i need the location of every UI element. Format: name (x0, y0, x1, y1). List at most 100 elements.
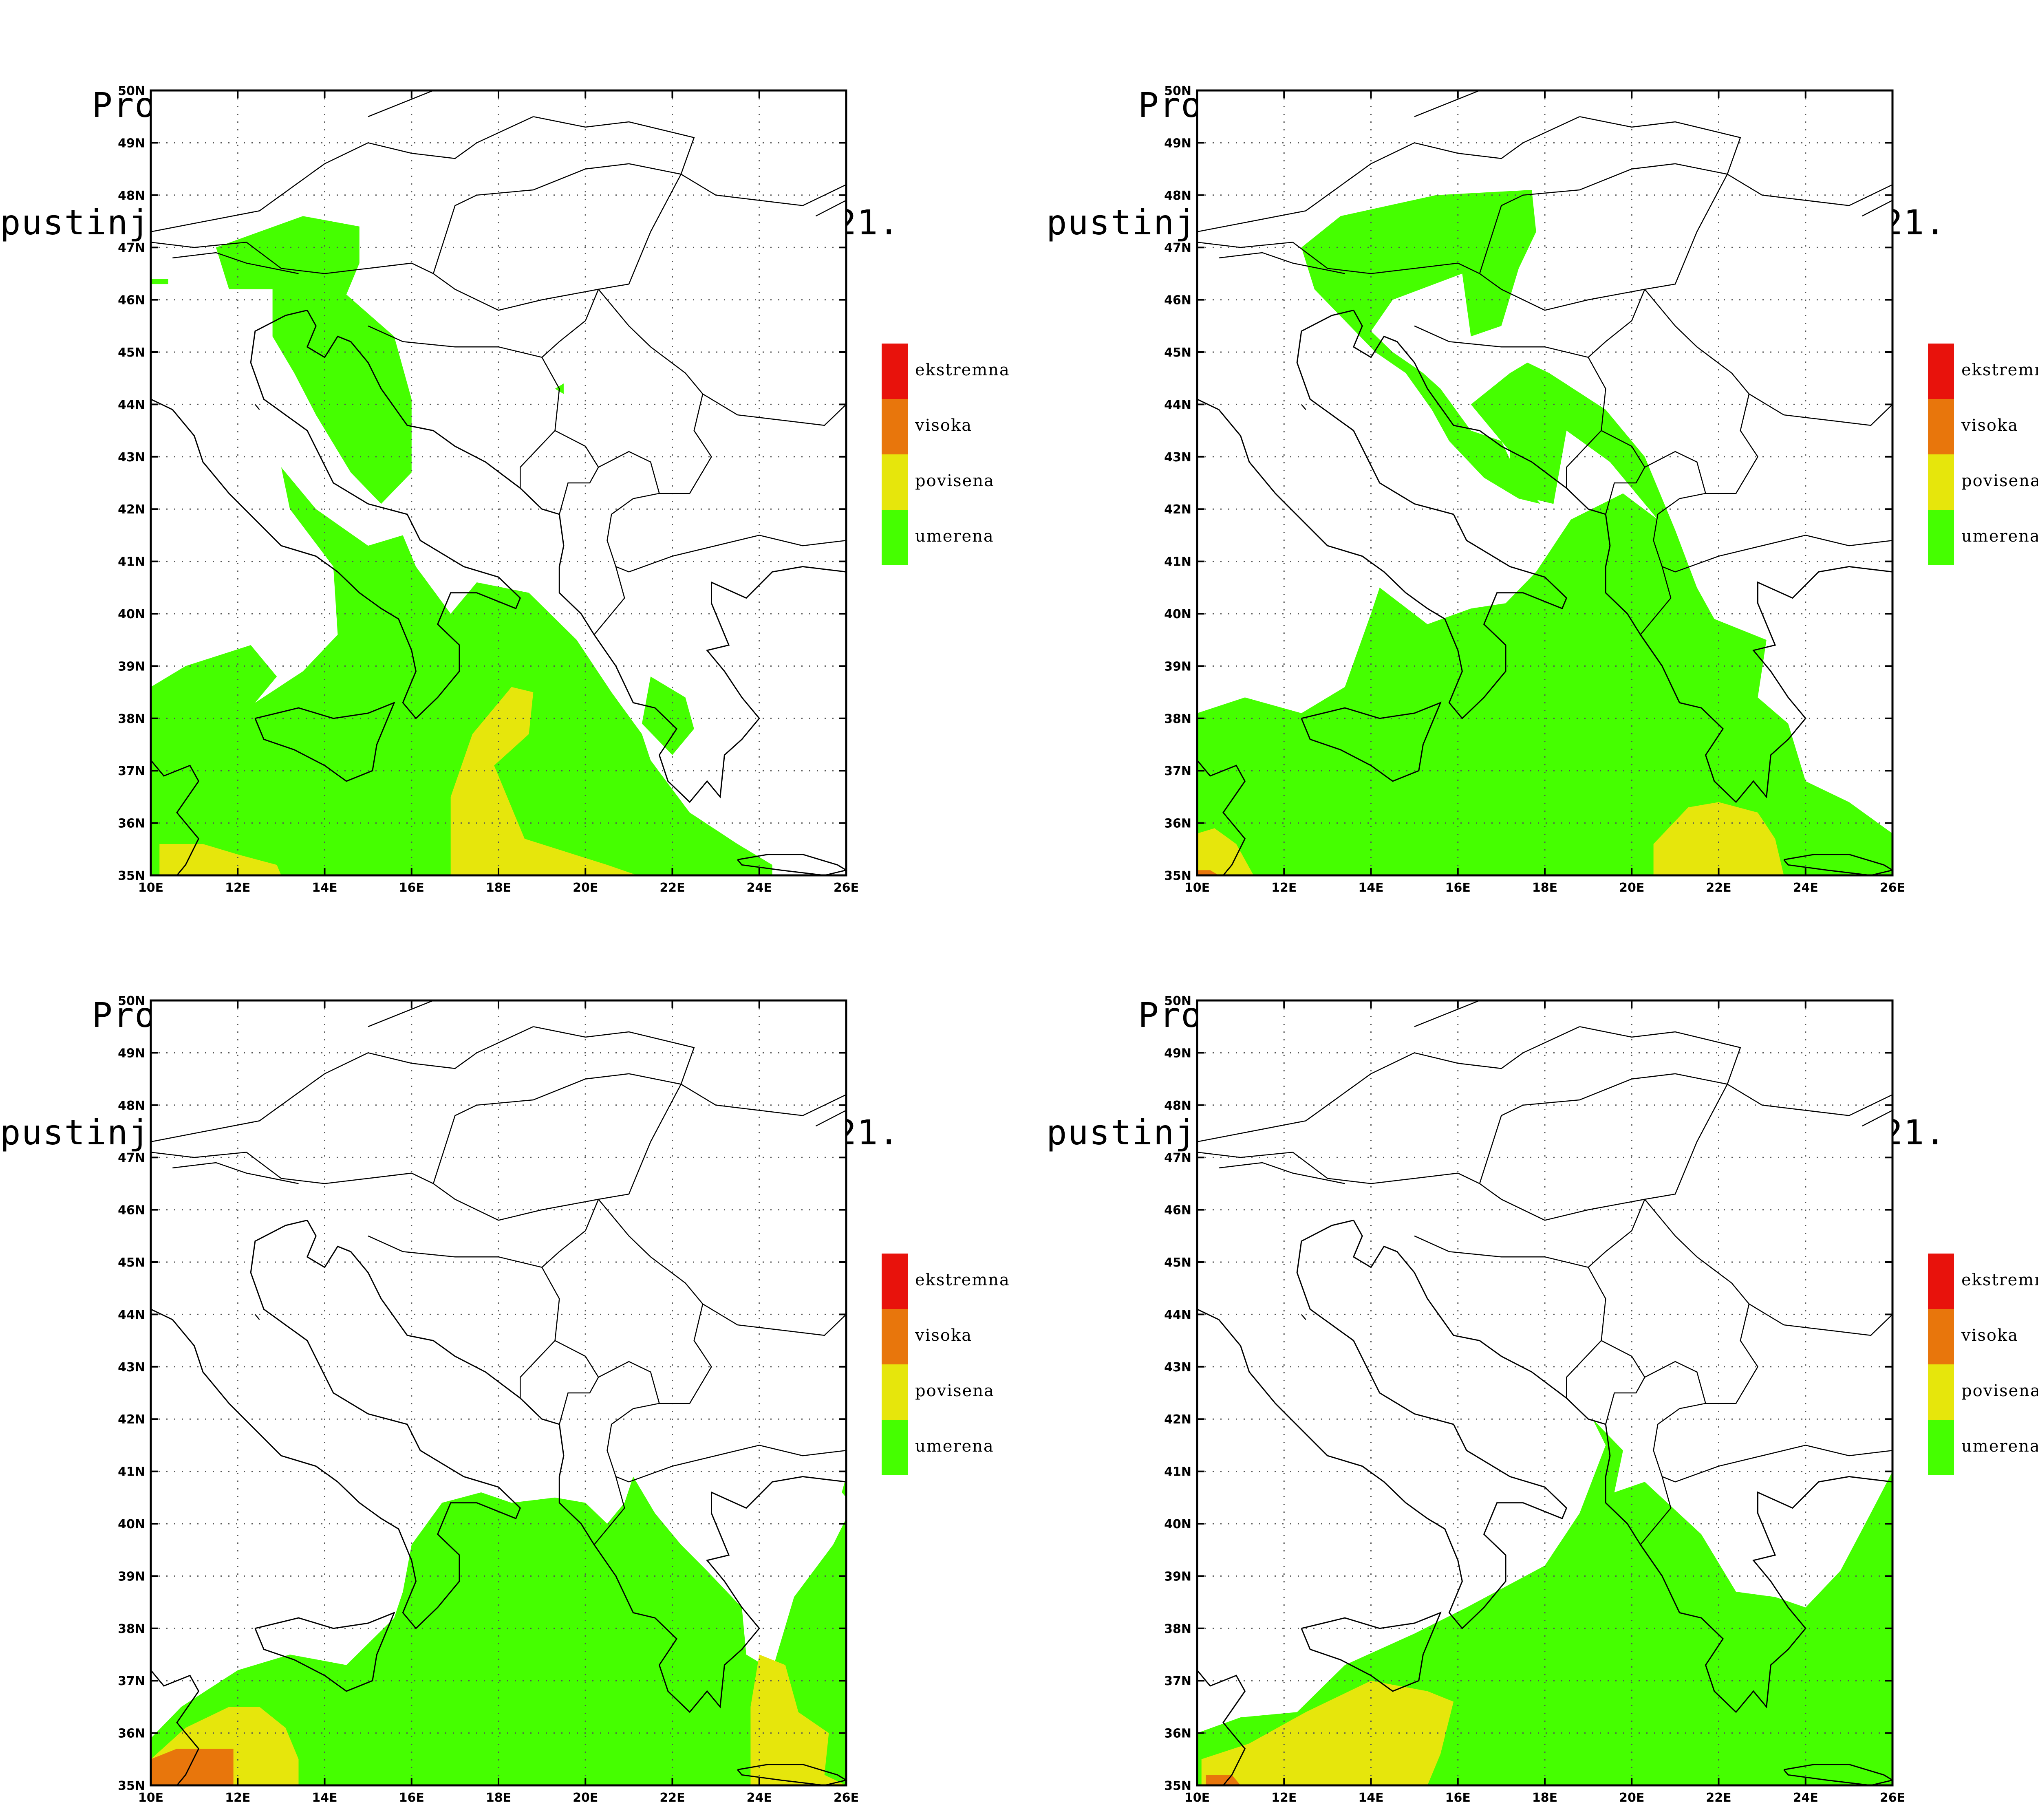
country-border (598, 289, 846, 573)
country-border (1644, 289, 1892, 573)
lat-label: 35N (1164, 869, 1191, 883)
lat-label: 46N (118, 1203, 145, 1218)
country-border (1749, 1303, 1892, 1336)
country-border (1862, 200, 1892, 217)
aerosol-region (1301, 190, 1541, 504)
country-border (1197, 116, 1580, 232)
lon-label: 24E (747, 881, 772, 895)
lat-label: 37N (118, 1674, 145, 1688)
lon-label: 12E (225, 1791, 250, 1805)
country-border (702, 1303, 846, 1336)
lat-label: 41N (118, 555, 145, 569)
legend-swatch-ekstremna (882, 1254, 908, 1309)
country-border (541, 289, 599, 358)
country-border (1727, 1084, 1892, 1116)
lon-label: 16E (1445, 881, 1471, 895)
legend: ekstremna visoka povisena umerena (1928, 344, 2038, 572)
aerosol-region (151, 1476, 846, 1785)
lat-label: 42N (118, 502, 145, 517)
lon-label: 20E (573, 881, 598, 895)
legend-swatch-visoka (1928, 1309, 1954, 1364)
legend-swatch-umerena (1928, 510, 1954, 565)
lat-label: 36N (1164, 1727, 1191, 1741)
legend-label-povisena: povisena (1961, 1382, 2038, 1400)
country-border (598, 1199, 846, 1483)
legend-label-povisena: povisena (915, 472, 995, 490)
country-border (172, 252, 299, 274)
lat-label: 47N (1164, 1151, 1191, 1165)
legend: ekstremna visoka povisena umerena (882, 1254, 1037, 1482)
country-border (151, 163, 682, 275)
legend-swatch-visoka (882, 1309, 908, 1364)
lon-label: 26E (834, 1791, 859, 1805)
legend-label-visoka: visoka (915, 1326, 973, 1345)
country-border (1219, 1162, 1345, 1184)
lat-label: 48N (1164, 1099, 1191, 1113)
lon-label: 26E (1880, 881, 1905, 895)
aerosol-region (151, 279, 168, 284)
lat-label: 43N (1164, 450, 1191, 465)
coastline (737, 854, 846, 875)
lat-label: 48N (118, 1099, 145, 1113)
lat-label: 38N (1164, 1622, 1191, 1636)
lat-label: 45N (118, 1256, 145, 1270)
lat-label: 48N (118, 189, 145, 203)
coastline (737, 1764, 846, 1785)
legend-label-umerena: umerena (915, 1437, 994, 1456)
country-border (1640, 566, 1672, 635)
lon-label: 14E (1358, 881, 1383, 895)
lat-label: 37N (118, 764, 145, 778)
legend-swatch-povisena (882, 454, 908, 510)
country-border (593, 1476, 625, 1545)
coastline (151, 309, 521, 720)
lat-label: 39N (118, 659, 145, 674)
lat-label: 50N (1164, 994, 1191, 1008)
lon-label: 14E (312, 881, 337, 895)
legend-swatch-visoka (1928, 399, 1954, 454)
country-border (1197, 163, 1728, 275)
coastline (1197, 1219, 1568, 1630)
legend-label-ekstremna: ekstremna (1961, 361, 2038, 379)
aerosol-region (1201, 1681, 1454, 1785)
lat-label: 40N (1164, 1517, 1191, 1531)
lat-label: 35N (118, 869, 145, 883)
lat-label: 44N (118, 1308, 145, 1322)
lat-label: 38N (118, 1622, 145, 1636)
lat-label: 39N (118, 1569, 145, 1584)
legend-swatch-ekstremna (882, 344, 908, 399)
lat-label: 49N (1164, 1046, 1191, 1060)
lat-label: 44N (1164, 398, 1191, 412)
lon-label: 20E (1619, 1791, 1644, 1805)
country-border (433, 174, 682, 311)
lon-label: 12E (225, 881, 250, 895)
lat-label: 50N (118, 994, 145, 1008)
country-border (598, 1361, 660, 1404)
lat-label: 42N (1164, 1412, 1191, 1427)
lat-label: 48N (1164, 189, 1191, 203)
lat-label: 35N (118, 1779, 145, 1793)
lon-label: 22E (659, 881, 685, 895)
country-border (433, 1084, 682, 1221)
coastline (1197, 760, 1246, 875)
lon-label: 10E (138, 881, 163, 895)
lat-label: 47N (118, 1151, 145, 1165)
legend-swatch-umerena (882, 1420, 908, 1475)
lat-label: 35N (1164, 1779, 1191, 1793)
country-border (254, 1314, 260, 1320)
lat-label: 49N (1164, 136, 1191, 150)
aerosol-region (642, 676, 694, 755)
legend-label-povisena: povisena (1961, 472, 2038, 490)
country-border (254, 404, 260, 410)
legend-label-ekstremna: ekstremna (915, 1271, 1010, 1289)
lat-label: 49N (118, 1046, 145, 1060)
coastline (151, 1219, 521, 1630)
country-border (1301, 404, 1306, 410)
country-border (1479, 174, 1728, 311)
legend-swatch-povisena (1928, 454, 1954, 510)
lat-label: 37N (1164, 764, 1191, 778)
country-border (1579, 1026, 1741, 1084)
lat-label: 49N (118, 136, 145, 150)
lat-label: 42N (1164, 502, 1191, 517)
lat-label: 43N (118, 450, 145, 465)
country-border (815, 200, 846, 217)
